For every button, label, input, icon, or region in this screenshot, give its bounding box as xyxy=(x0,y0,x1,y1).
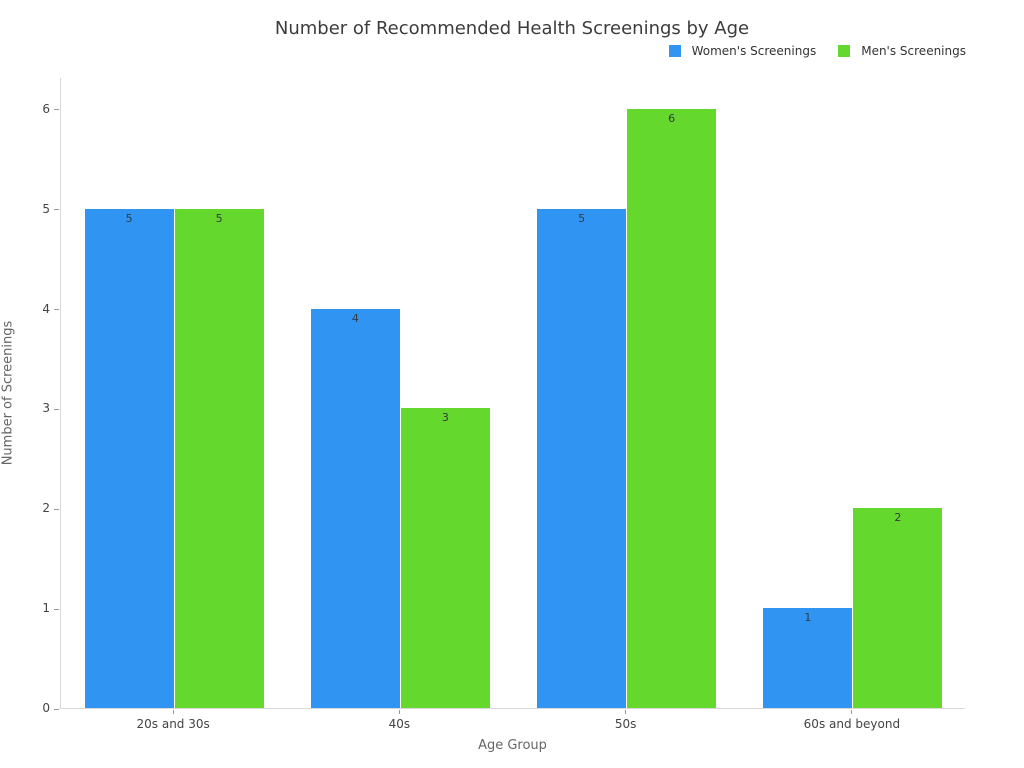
x-axis-title: Age Group xyxy=(478,738,547,753)
y-tick-mark xyxy=(54,708,59,710)
bar-value-label: 3 xyxy=(441,411,449,425)
chart-title: Number of Recommended Health Screenings … xyxy=(274,18,750,39)
y-tick-mark xyxy=(54,209,59,211)
womens-series-swatch-icon xyxy=(668,45,681,57)
y-tick-label: 6 xyxy=(42,101,50,116)
y-tick-mark xyxy=(54,109,59,111)
y-axis-title: Number of Screenings xyxy=(0,320,16,466)
plot-area: 5 5 4 3 5 6 1 2 xyxy=(60,78,965,709)
x-tick-label: 50s xyxy=(614,717,637,731)
x-tick-label: 40s xyxy=(388,717,411,731)
bar-mens-60s-and-beyond: 2 xyxy=(853,508,943,708)
legend-label: Men's Screenings xyxy=(861,44,966,58)
bar-value-label: 5 xyxy=(578,211,586,225)
mens-series-swatch-icon xyxy=(838,45,851,57)
y-tick-mark xyxy=(54,508,59,510)
x-tick-mark xyxy=(398,710,400,714)
bar-mens-20s-and-30s: 5 xyxy=(174,208,264,708)
legend-item-womens-screenings[interactable]: Women's Screenings xyxy=(668,44,817,58)
y-tick-mark xyxy=(54,408,59,410)
legend: Women's Screenings Men's Screenings xyxy=(668,44,966,58)
x-tick-mark xyxy=(172,710,174,714)
bar-value-label: 6 xyxy=(668,111,676,125)
bar-value-label: 2 xyxy=(894,511,902,525)
bar-womens-50s: 5 xyxy=(537,208,627,708)
bar-womens-20s-and-30s: 5 xyxy=(84,208,174,708)
x-tick-mark xyxy=(625,710,627,714)
y-tick-label: 2 xyxy=(42,501,50,516)
legend-item-mens-screenings[interactable]: Men's Screenings xyxy=(838,44,966,58)
y-tick-label: 5 xyxy=(42,201,50,216)
bar-value-label: 5 xyxy=(125,211,133,225)
bar-womens-40s: 4 xyxy=(310,308,400,708)
y-tick-label: 3 xyxy=(42,401,50,416)
bar-womens-60s-and-beyond: 1 xyxy=(763,608,853,708)
y-tick-label: 0 xyxy=(42,701,50,715)
y-tick-label: 4 xyxy=(42,301,50,316)
bar-value-label: 5 xyxy=(215,211,223,225)
bar-mens-50s: 6 xyxy=(627,108,717,708)
y-tick-mark xyxy=(54,608,59,610)
y-tick-mark xyxy=(54,309,59,311)
legend-label: Women's Screenings xyxy=(691,44,817,58)
bar-value-label: 4 xyxy=(351,311,359,325)
y-tick-label: 1 xyxy=(42,601,50,616)
x-tick-label: 60s and beyond xyxy=(803,717,901,731)
bar-mens-40s: 3 xyxy=(400,408,490,708)
x-tick-label: 20s and 30s xyxy=(136,717,210,731)
bar-value-label: 1 xyxy=(804,611,812,625)
x-tick-mark xyxy=(851,710,853,714)
